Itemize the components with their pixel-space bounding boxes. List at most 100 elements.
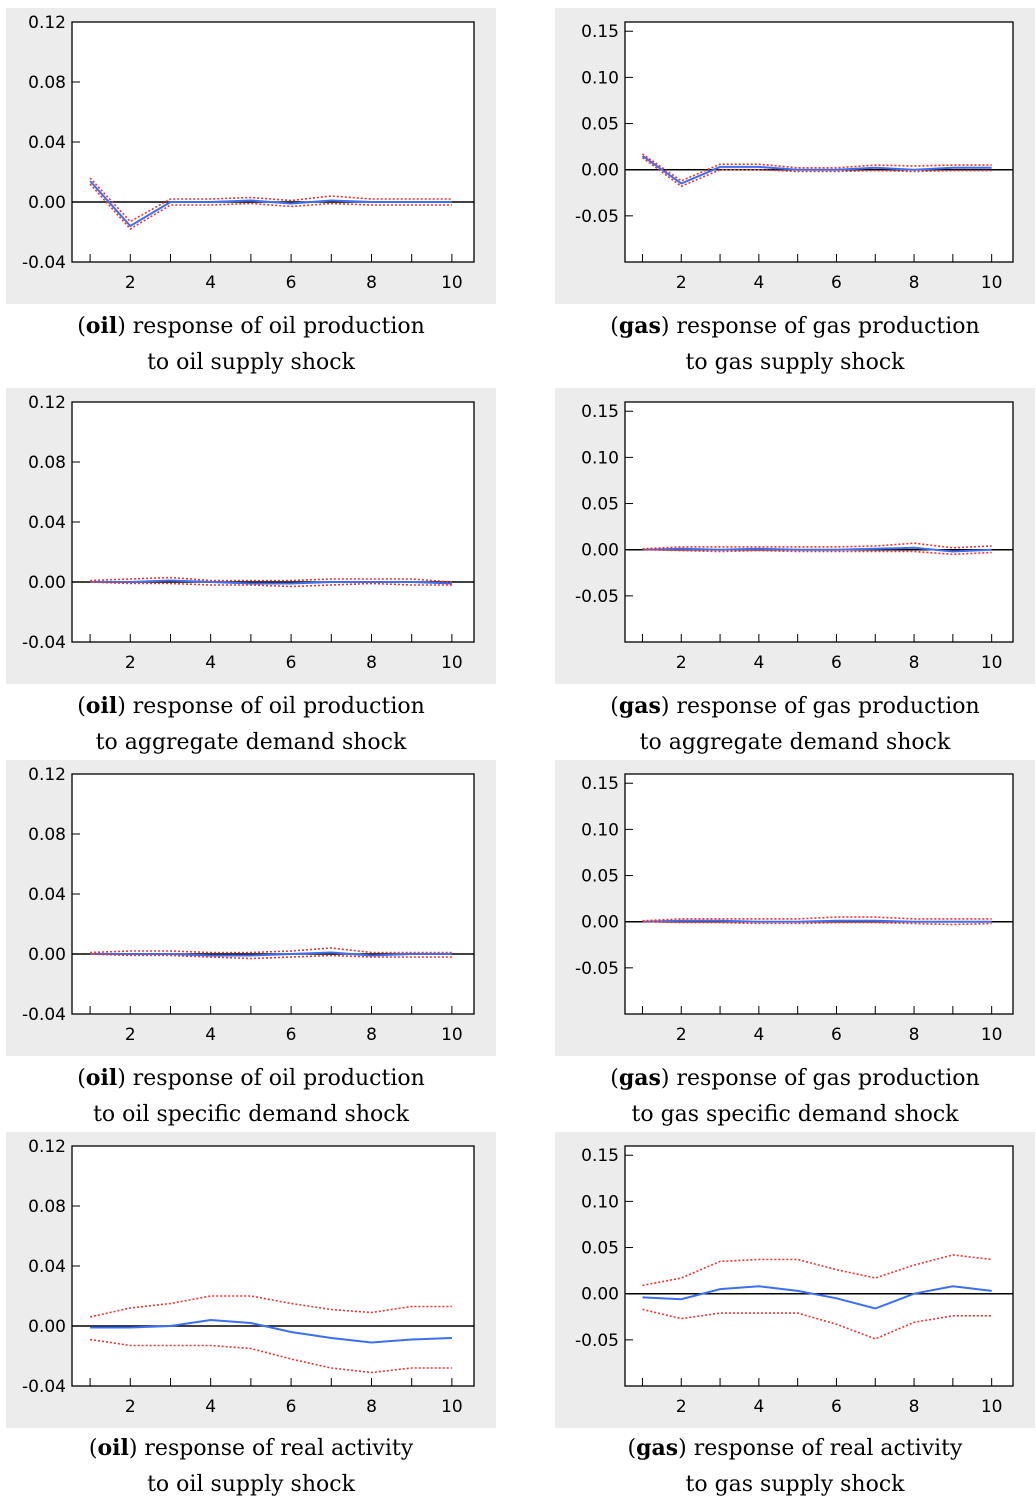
chart-panel-gas-supply: 0.15 0.10 0.05 0.00 -0.05 2 4 6 8 10 (gas) respon… <box>555 8 1036 378</box>
y-tick-label: 0.08 <box>28 825 66 845</box>
caption-line2: to gas specific demand shock <box>631 1102 959 1127</box>
chart-caption: (oil) response of real activity to oil s… <box>88 1435 414 1497</box>
y-tick-label: 0.05 <box>581 495 619 515</box>
band-line-upper <box>642 1254 992 1287</box>
plot-frame <box>71 401 475 643</box>
caption-line2: to gas supply shock <box>685 350 905 375</box>
y-tick-label: -0.04 <box>22 633 66 653</box>
y-tick-label: 0.00 <box>28 1317 66 1337</box>
x-tick-label: 6 <box>286 1025 297 1045</box>
x-tick-label: 8 <box>909 653 920 673</box>
plot-area <box>72 22 474 262</box>
x-tick-label: 6 <box>286 1397 297 1417</box>
band-line-lower <box>90 581 452 588</box>
x-tick-label: 10 <box>981 653 1003 673</box>
caption-text: response of gas production <box>676 314 980 339</box>
plot-frame <box>624 401 1014 643</box>
y-tick-label: 0.15 <box>581 774 619 794</box>
response-line <box>90 951 452 957</box>
y-tick-label: 0.04 <box>28 1257 66 1277</box>
y-tick-label: 0.00 <box>28 945 66 965</box>
chart-svg: 0.12 0.08 0.04 0.00 -0.04 2 4 6 8 10 <box>6 1132 496 1428</box>
x-tick-label: 4 <box>753 273 764 293</box>
x-tick-label: 2 <box>125 1397 136 1417</box>
chart-panel-oil-specific-demand: 0.12 0.08 0.04 0.00 -0.04 2 4 6 8 10 (oil) respon… <box>6 760 496 1130</box>
x-tick-label: 4 <box>753 653 764 673</box>
caption-tag: gas <box>618 1065 661 1091</box>
x-tick-label: 2 <box>125 273 136 293</box>
x-tick-label: 8 <box>366 1025 377 1045</box>
x-tick-label: 2 <box>676 1397 687 1417</box>
x-tick-label: 4 <box>205 653 216 673</box>
caption-line2: to oil specific demand shock <box>93 1102 409 1127</box>
y-tick-label: 0.04 <box>28 513 66 533</box>
plot-frame <box>624 21 1014 263</box>
y-tick-label: 0.04 <box>28 133 66 153</box>
chart-svg: 0.12 0.08 0.04 0.00 -0.04 2 4 6 8 10 <box>6 760 496 1056</box>
y-tick-label: 0.00 <box>581 913 619 933</box>
caption-line2: to oil supply shock <box>147 1472 355 1497</box>
caption-text: response of oil production <box>132 1066 425 1091</box>
chart-caption: (oil) response of oil production to aggr… <box>77 693 425 755</box>
x-tick-label: 2 <box>676 653 687 673</box>
chart-svg: 0.15 0.10 0.05 0.00 -0.05 2 4 6 8 10 <box>555 760 1035 1056</box>
y-tick-label: -0.04 <box>22 1005 66 1025</box>
caption-tag: gas <box>618 313 661 339</box>
y-tick-label: -0.04 <box>22 1377 66 1397</box>
y-tick-label: 0.15 <box>581 22 619 42</box>
x-tick-label: 6 <box>831 1397 842 1417</box>
plot-area <box>625 22 1013 262</box>
x-tick-label: 8 <box>366 1397 377 1417</box>
caption-line2: to gas supply shock <box>685 1472 905 1497</box>
y-tick-label: 0.10 <box>581 68 619 88</box>
y-tick-label: -0.05 <box>575 1331 619 1351</box>
y-tick-label: -0.05 <box>575 207 619 227</box>
x-tick-label: 8 <box>909 1025 920 1045</box>
y-tick-label: -0.05 <box>575 587 619 607</box>
chart-caption: (oil) response of oil production to oil … <box>77 313 425 375</box>
caption-text: response of gas production <box>676 1066 980 1091</box>
band-line-upper <box>90 947 452 954</box>
x-tick-label: 10 <box>981 273 1003 293</box>
plot-frame <box>71 1145 475 1387</box>
chart-svg: 0.15 0.10 0.05 0.00 -0.05 2 4 6 8 10 <box>555 8 1035 304</box>
caption-line2: to aggregate demand shock <box>639 730 951 755</box>
band-line-upper <box>89 177 452 223</box>
plot-area <box>625 774 1013 1014</box>
caption-text: response of oil production <box>132 694 425 719</box>
chart-caption: (gas) response of gas production to aggr… <box>610 693 980 755</box>
band-line-lower <box>90 953 452 960</box>
plot-area <box>72 774 474 1014</box>
x-tick-label: 10 <box>441 273 463 293</box>
y-tick-label: 0.15 <box>581 1146 619 1166</box>
band-line-lower <box>642 157 992 188</box>
caption-text: response of real activity <box>144 1436 414 1461</box>
x-tick-label: 4 <box>205 1025 216 1045</box>
y-tick-label: 0.12 <box>28 393 66 413</box>
y-tick-label: 0.04 <box>28 885 66 905</box>
x-tick-label: 6 <box>286 273 297 293</box>
band-line-upper <box>89 1295 452 1318</box>
response-line <box>641 154 992 185</box>
x-tick-label: 2 <box>676 1025 687 1045</box>
y-tick-label: 0.05 <box>581 867 619 887</box>
chart-panel-oil-real-activity: 0.12 0.08 0.04 0.00 -0.04 2 4 6 8 10 (oil) respon… <box>6 1132 496 1502</box>
x-tick-label: 10 <box>981 1397 1003 1417</box>
x-tick-label: 4 <box>205 273 216 293</box>
plot-frame <box>71 21 475 263</box>
x-tick-label: 10 <box>441 1025 463 1045</box>
y-tick-label: 0.00 <box>28 193 66 213</box>
chart-panel-gas-specific-demand: 0.15 0.10 0.05 0.00 -0.05 2 4 6 8 10 (gas) respon… <box>555 760 1036 1130</box>
band-line-lower <box>89 183 452 231</box>
response-line <box>90 579 452 585</box>
x-tick-label: 10 <box>441 653 463 673</box>
caption-tag: oil <box>97 1435 129 1461</box>
x-tick-label: 6 <box>831 273 842 293</box>
y-tick-label: 0.12 <box>28 13 66 33</box>
caption-tag: gas <box>618 693 661 719</box>
caption-tag: oil <box>85 693 118 719</box>
plot-area <box>72 402 474 642</box>
x-tick-label: 4 <box>205 1397 216 1417</box>
chart-panel-gas-aggregate-demand: 0.15 0.10 0.05 0.00 -0.05 2 4 6 8 10 (gas) respon… <box>555 388 1036 758</box>
chart-svg: 0.15 0.10 0.05 0.00 -0.05 2 4 6 8 10 <box>555 388 1035 684</box>
